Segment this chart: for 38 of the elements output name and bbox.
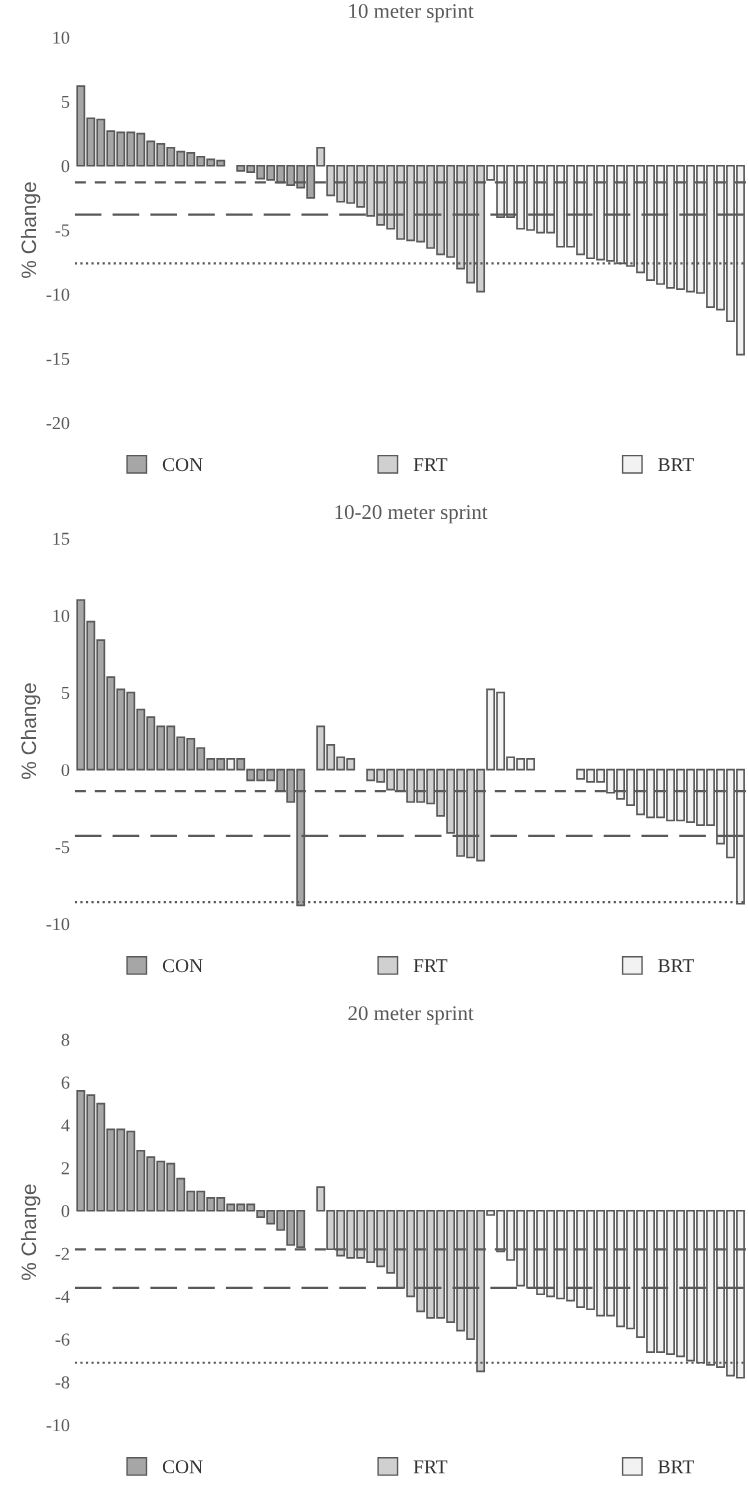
legend-label: FRT [413, 959, 448, 973]
y-tick-label: -8 [55, 1376, 70, 1389]
y-tick-label: -10 [46, 918, 70, 931]
y-tick-label: 4 [61, 1119, 70, 1132]
y-tick-label: 8 [61, 1033, 70, 1046]
y-tick-label: -5 [55, 841, 70, 854]
chart-title: 10 meter sprint [349, 4, 474, 23]
chart-title: 10-20 meter sprint [335, 505, 488, 524]
y-tick-label: 10 [53, 609, 70, 622]
y-tick-label: 0 [61, 1204, 70, 1218]
y-tick-label: 10 [53, 31, 70, 44]
chart-title: 20 meter sprint [348, 1006, 474, 1025]
y-tick-label: -6 [55, 1333, 70, 1346]
legend-label: FRT [413, 458, 448, 472]
y-tick-label: 5 [61, 95, 70, 108]
legend-label: BRT [658, 458, 694, 472]
legend-label: BRT [658, 1460, 694, 1474]
y-tick-label: -20 [46, 416, 70, 430]
y-tick-label: 15 [53, 532, 70, 545]
y-tick-label: 6 [61, 1076, 70, 1089]
y-tick-label: -2 [55, 1247, 69, 1260]
y-tick-label: 5 [61, 686, 70, 699]
legend-label: CON [162, 458, 203, 472]
y-tick-label: 0 [61, 763, 70, 777]
y-tick-label: -15 [46, 352, 70, 365]
y-tick-label: 0 [61, 160, 70, 173]
y-tick-label: -10 [46, 1419, 70, 1432]
y-tick-label: 2 [61, 1162, 69, 1175]
y-axis-title: % Change [20, 683, 41, 779]
y-axis-title: % Change [20, 1184, 41, 1281]
legend-label: BRT [658, 959, 694, 973]
legend-label: CON [162, 959, 203, 973]
legend-label: CON [162, 1460, 203, 1474]
y-tick-label: -5 [55, 224, 70, 237]
legend-label: FRT [413, 1460, 448, 1474]
y-axis-title: % Change [20, 182, 41, 278]
y-tick-label: -4 [55, 1290, 70, 1303]
y-tick-label: -10 [46, 288, 70, 301]
